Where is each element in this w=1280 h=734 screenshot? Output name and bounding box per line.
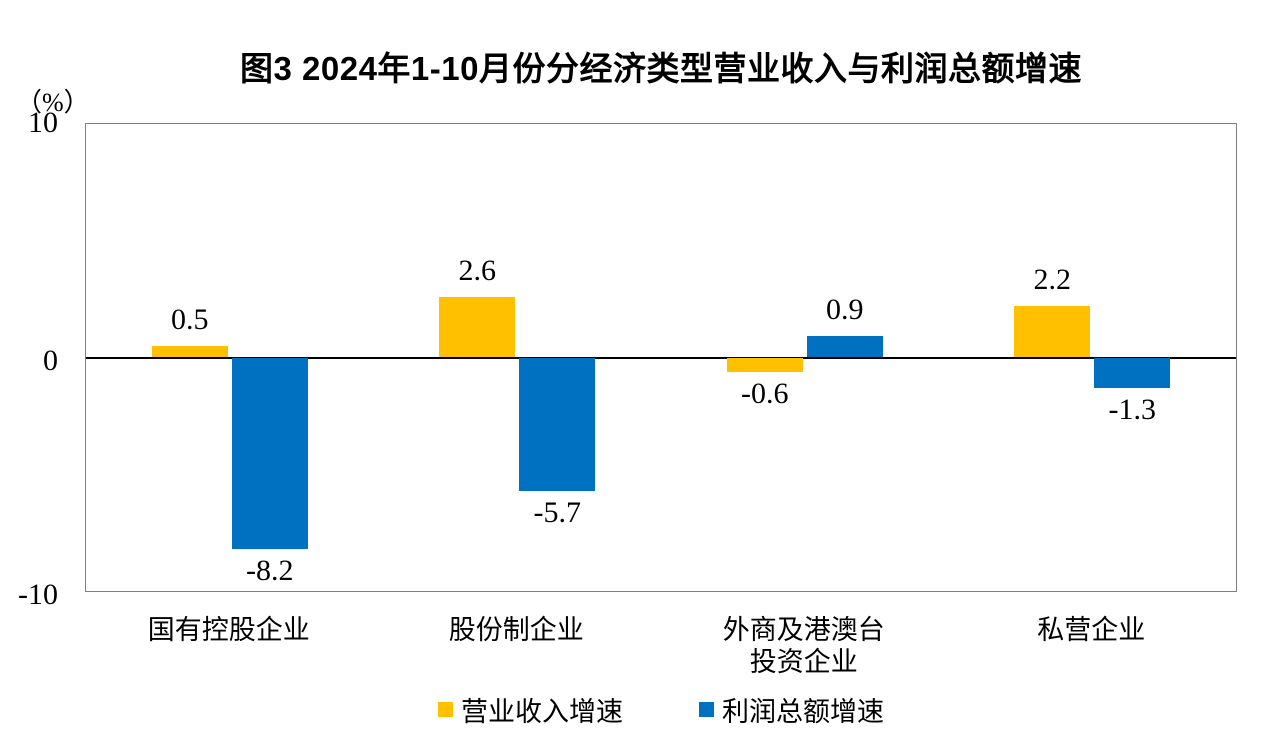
bar-profit-growth-3 bbox=[1094, 357, 1171, 388]
bar-value-label: 0.5 bbox=[171, 302, 209, 336]
bar-value-label: -0.6 bbox=[741, 376, 789, 410]
legend-label-revenue-growth: 营业收入增速 bbox=[461, 697, 623, 727]
category-label: 国有控股企业 bbox=[147, 615, 310, 645]
legend-swatch-revenue-icon bbox=[438, 702, 453, 717]
bar-value-label: -8.2 bbox=[246, 553, 294, 587]
legend-item-profit-growth: 利润总额增速 bbox=[699, 690, 884, 729]
category-label: 外商及港澳台 投资企业 bbox=[722, 615, 885, 677]
bar-revenue-growth-3 bbox=[1014, 306, 1091, 358]
bar-value-label: 0.9 bbox=[826, 293, 864, 327]
plot-area: 0.5 -8.2 2.6 -5.7 -0.6 0.9 2.2 -1.3 bbox=[85, 123, 1237, 592]
y-axis-tick-0: 0 bbox=[43, 344, 58, 377]
bar-profit-growth-2 bbox=[806, 336, 883, 358]
legend-item-revenue-growth: 营业收入增速 bbox=[438, 690, 623, 729]
zero-axis-line bbox=[86, 356, 1236, 359]
y-axis-unit-label: （%） bbox=[16, 88, 90, 117]
bar-value-label: 2.6 bbox=[458, 253, 497, 287]
legend: 营业收入增速 利润总额增速 bbox=[85, 690, 1237, 729]
category-label: 私营企业 bbox=[1037, 615, 1146, 645]
bar-revenue-growth-0 bbox=[151, 345, 228, 358]
bar-revenue-growth-1 bbox=[439, 296, 516, 358]
chart-title: 图3 2024年1-10月份分经济类型营业收入与利润总额增速 bbox=[240, 50, 1082, 87]
y-axis-tick-10: 10 bbox=[28, 106, 58, 139]
x-axis-category-labels: 国有控股企业 股份制企业 外商及港澳台 投资企业 私营企业 bbox=[85, 614, 1237, 686]
legend-swatch-profit-icon bbox=[699, 702, 714, 717]
bar-revenue-growth-2 bbox=[726, 357, 803, 372]
category-label: 股份制企业 bbox=[448, 615, 584, 645]
bar-value-label: 2.2 bbox=[1033, 263, 1072, 297]
bar-profit-growth-1 bbox=[519, 357, 596, 491]
bar-value-label: -1.3 bbox=[1108, 392, 1157, 426]
legend-label-profit-growth: 利润总额增速 bbox=[722, 697, 884, 727]
bar-value-label: -5.7 bbox=[533, 495, 582, 529]
bar-profit-growth-0 bbox=[231, 357, 308, 549]
y-axis-tick-minus-10: -10 bbox=[18, 578, 58, 611]
